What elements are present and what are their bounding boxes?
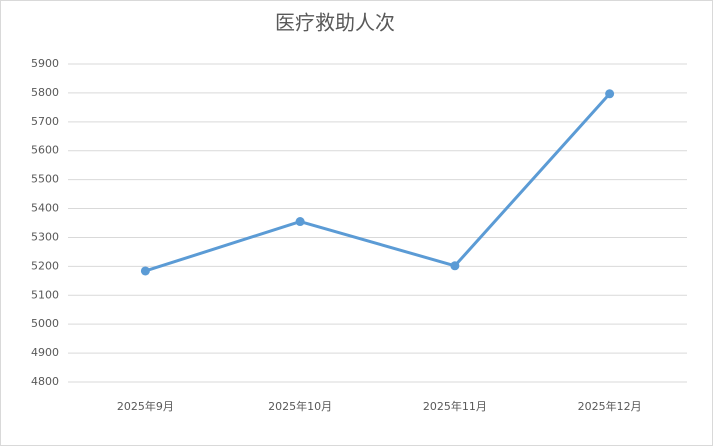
y-tick-label: 5200 xyxy=(31,259,59,272)
marker xyxy=(450,261,460,271)
x-tick-label: 2025年11月 xyxy=(423,399,487,413)
y-tick-label: 5500 xyxy=(31,173,59,186)
x-tick-label: 2025年10月 xyxy=(268,399,332,413)
y-tick-label: 5800 xyxy=(31,86,59,99)
marker xyxy=(295,217,305,227)
y-tick-label: 5400 xyxy=(31,202,59,215)
marker xyxy=(140,266,150,276)
y-tick-label: 5600 xyxy=(31,144,59,157)
marker xyxy=(605,89,615,99)
chart-title: 医疗救助人次 xyxy=(275,11,395,35)
y-tick-label: 5100 xyxy=(31,288,59,301)
y-tick-label: 5000 xyxy=(31,317,59,330)
y-tick-label: 4800 xyxy=(31,375,59,388)
x-tick-label: 2025年12月 xyxy=(578,399,642,413)
y-tick-label: 5700 xyxy=(31,115,59,128)
y-tick-label: 5900 xyxy=(31,57,59,70)
x-tick-label: 2025年9月 xyxy=(117,399,174,413)
y-tick-label: 5300 xyxy=(31,230,59,243)
line-series xyxy=(144,92,611,273)
y-tick-label: 4900 xyxy=(31,346,59,359)
